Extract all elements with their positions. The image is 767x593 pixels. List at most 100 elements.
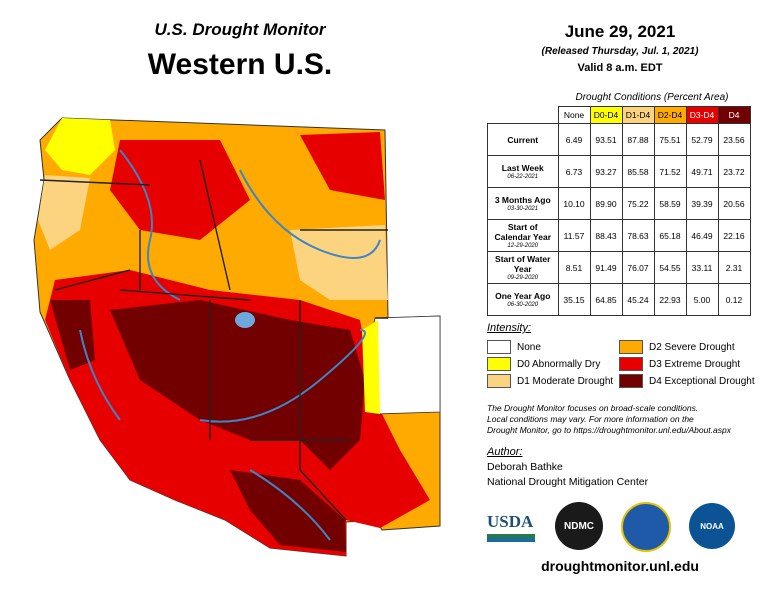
- cell: 22.16: [717, 219, 751, 252]
- row-label: Last Week 06-22-2021: [487, 155, 559, 188]
- noaa-logo: NOAA: [689, 503, 735, 549]
- cell: 65.18: [653, 219, 687, 252]
- row-label: Current: [487, 123, 559, 156]
- column-header: D3-D4: [685, 106, 719, 124]
- cell: 23.72: [717, 155, 751, 188]
- row-label: One Year Ago 06-30-2020: [487, 283, 559, 316]
- table-row: Start of Water Year 09-29-2020 8.51 91.49 76…: [487, 251, 751, 284]
- region-d3-north: [110, 140, 250, 240]
- url: droughtmonitor.unl.edu: [541, 558, 699, 574]
- row-label: 3 Months Ago 03-30-2021: [487, 187, 559, 220]
- cell: 6.73: [557, 155, 591, 188]
- legend-swatch: [487, 340, 511, 354]
- cell: 93.27: [589, 155, 623, 188]
- row-label-text: Start of Water Year: [495, 253, 551, 274]
- note: The Drought Monitor focuses on broad-sca…: [487, 403, 731, 436]
- legend-label: D2 Severe Drought: [649, 341, 735, 353]
- released: (Released Thursday, Jul. 1, 2021): [541, 46, 699, 57]
- column-header: None: [557, 106, 591, 124]
- cell: 46.49: [685, 219, 719, 252]
- map-subtitle: U.S. Drought Monitor: [154, 20, 326, 39]
- region-d3-ne: [300, 132, 385, 200]
- column-header: D4: [717, 106, 751, 124]
- note-line: Drought Monitor, go to https://droughtmo…: [487, 425, 731, 435]
- region-d4b: [230, 470, 346, 552]
- table-caption: Drought Conditions (Percent Area): [575, 92, 729, 103]
- column-header: D1-D4: [621, 106, 655, 124]
- author-heading: Author:: [487, 446, 523, 458]
- cell: 2.31: [717, 251, 751, 284]
- ndmc-text: NDMC: [564, 520, 594, 532]
- cell: 5.00: [685, 283, 719, 316]
- row-label: Start of Water Year 09-29-2020: [487, 251, 559, 284]
- legend-item: D2 Severe Drought: [619, 340, 735, 354]
- table-row: Last Week 06-22-2021 6.73 93.27 85.58 71.52 49…: [487, 155, 751, 188]
- date: June 29, 2021: [564, 22, 676, 41]
- legend-swatch: [487, 374, 511, 388]
- cell: 87.88: [621, 123, 655, 156]
- legend-swatch: [619, 340, 643, 354]
- region-d4: [110, 300, 365, 470]
- cell: 11.57: [557, 219, 591, 252]
- legend-item: D0 Abnormally Dry: [487, 357, 600, 371]
- row-date: 06-30-2020: [507, 301, 539, 308]
- row-label-text: Current: [507, 134, 539, 145]
- legend-swatch: [487, 357, 511, 371]
- legend-label: D1 Moderate Drought: [517, 375, 614, 387]
- row-date: 09-29-2020: [507, 274, 539, 281]
- usda-text: USDA: [487, 512, 534, 531]
- author-name: Deborah Bathke: [487, 461, 563, 473]
- legend-label: D0 Abnormally Dry: [517, 358, 601, 370]
- cell: 91.49: [589, 251, 623, 284]
- corner-cell: [488, 107, 559, 124]
- cell: 75.22: [621, 187, 655, 220]
- row-date: 12-29-2020: [507, 242, 539, 249]
- legend-item: D4 Exceptional Drought: [619, 374, 755, 388]
- legend-item: None: [487, 340, 541, 354]
- map-title: Western U.S.: [147, 48, 333, 81]
- ndmc-logo: NDMC: [555, 502, 603, 550]
- noaa-text: NOAA: [700, 521, 724, 531]
- table-row: One Year Ago 06-30-2020 35.15 64.85 45.24 22.…: [487, 283, 751, 316]
- cell: 64.85: [589, 283, 623, 316]
- legend-swatch: [619, 374, 643, 388]
- cell: 52.79: [685, 123, 719, 156]
- row-label-text: One Year Ago: [495, 290, 551, 301]
- rivers: [79, 149, 381, 541]
- state-borders: [39, 159, 388, 521]
- note-line: The Drought Monitor focuses on broad-sca…: [487, 403, 699, 413]
- region-d4c: [50, 300, 95, 370]
- header-row: None D0-D4 D1-D4 D2-D4 D3-D4 D4: [488, 106, 751, 124]
- table-row: Start of Calendar Year 12-29-2020 11.57 88.…: [487, 219, 751, 252]
- row-date: 06-22-2021: [507, 173, 539, 180]
- legend-swatch: [619, 357, 643, 371]
- cell: 93.51: [589, 123, 623, 156]
- column-header: D2-D4: [653, 106, 687, 124]
- great-salt-lake: [235, 312, 255, 328]
- cell: 10.10: [557, 187, 591, 220]
- cell: 88.43: [589, 219, 623, 252]
- legend-label: D4 Exceptional Drought: [649, 375, 755, 387]
- region-d0-co: [362, 320, 380, 414]
- row-label-text: Last Week: [501, 162, 544, 173]
- drought-map: [33, 117, 441, 557]
- cell: 0.12: [717, 283, 751, 316]
- region-d0: [45, 118, 115, 175]
- author-org: National Drought Mitigation Center: [487, 476, 649, 488]
- cell: 54.55: [653, 251, 687, 284]
- conditions-table: None D0-D4 D1-D4 D2-D4 D3-D4 D4 Current 6.49 93.…: [487, 106, 751, 316]
- column-header: D0-D4: [589, 106, 623, 124]
- row-label: Start of Calendar Year 12-29-2020: [487, 219, 559, 252]
- cell: 22.93: [653, 283, 687, 316]
- cell: 45.24: [621, 283, 655, 316]
- legend-item: D3 Extreme Drought: [619, 357, 740, 371]
- row-label-text: 3 Months Ago: [494, 194, 551, 205]
- region-d1b: [290, 225, 388, 300]
- table-row: Current 6.49 93.51 87.88 75.51 52.79 23.56: [487, 123, 751, 156]
- row-label-text: Start of Calendar Year: [494, 221, 552, 242]
- row-date: 03-30-2021: [507, 205, 539, 212]
- usda-bar: [487, 534, 535, 542]
- cell: 35.15: [557, 283, 591, 316]
- doc-logo: [621, 502, 671, 552]
